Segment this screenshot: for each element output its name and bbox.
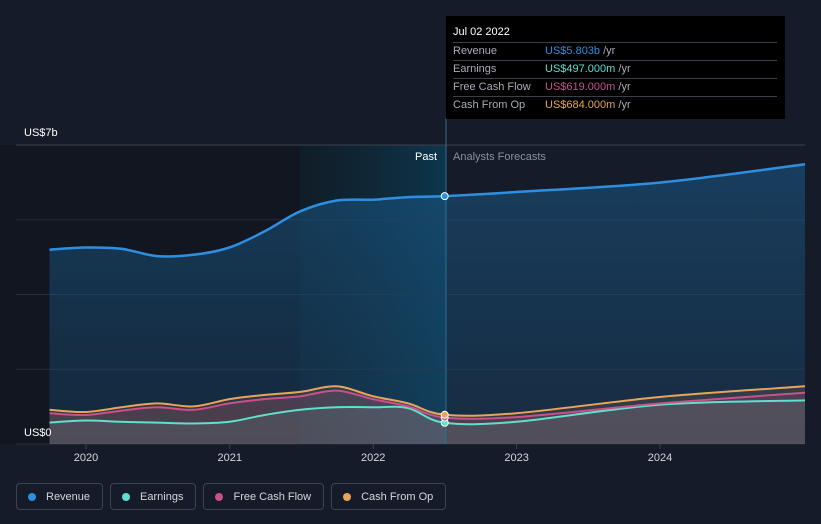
- legend-label: Cash From Op: [361, 490, 434, 503]
- tooltip-unit: /yr: [600, 45, 616, 57]
- tooltip-value: US$497.000m: [545, 63, 616, 75]
- legend-label: Revenue: [46, 490, 91, 503]
- tooltip-label: Revenue: [453, 45, 498, 57]
- past-label: Past: [415, 151, 437, 163]
- revenue-marker: [440, 192, 449, 201]
- tooltip-row-revenue: Revenue US$5.803b /yr: [453, 42, 777, 60]
- y-axis-zero-label: US$0: [24, 427, 52, 439]
- forecast-label: Analysts Forecasts: [453, 151, 546, 163]
- legend-dot: [215, 492, 224, 501]
- legend-label: Free Cash Flow: [233, 490, 312, 503]
- tooltip-label: Earnings: [453, 63, 497, 75]
- x-tick-label: 2022: [361, 452, 385, 464]
- tooltip-value: US$684.000m: [545, 99, 616, 111]
- revenue-line: [49, 162, 806, 258]
- y-axis-top-label: US$7b: [24, 127, 58, 139]
- revenue-area: [49, 164, 805, 444]
- tooltip-label: Cash From Op: [453, 99, 526, 111]
- tooltip-value: US$619.000m: [545, 81, 616, 93]
- cash-from-op-marker: [440, 410, 449, 419]
- chart-legend: Revenue Earnings Free Cash Flow Cash Fro…: [16, 483, 447, 510]
- legend-dot: [28, 492, 36, 501]
- x-tick-label: 2024: [648, 452, 672, 464]
- tooltip-value: US$5.803b: [545, 45, 601, 57]
- cash-from-op-area: [49, 386, 805, 444]
- tooltip-row-cash-from-op: Cash From Op US$684.000m /yr: [453, 96, 777, 114]
- tooltip-unit: /yr: [615, 63, 631, 75]
- legend-dot: [343, 492, 352, 501]
- x-tick-label: 2021: [218, 452, 242, 464]
- legend-label: Earnings: [140, 490, 184, 503]
- free-cash-flow-line: [49, 389, 806, 420]
- x-tick-label: 2023: [504, 452, 528, 464]
- earnings-line: [49, 399, 806, 426]
- x-tick-label: 2020: [74, 452, 98, 464]
- tooltip-label: Free Cash Flow: [453, 81, 531, 93]
- earnings-area: [49, 400, 805, 444]
- legend-item-free-cash-flow[interactable]: Free Cash Flow: [203, 483, 325, 510]
- tooltip-row-earnings: Earnings US$497.000m /yr: [453, 60, 777, 78]
- legend-dot: [122, 492, 131, 501]
- legend-item-revenue[interactable]: Revenue: [16, 483, 104, 510]
- tooltip-row-free-cash-flow: Free Cash Flow US$619.000m /yr: [453, 78, 777, 96]
- legend-item-cash-from-op[interactable]: Cash From Op: [331, 483, 447, 510]
- tooltip: Jul 02 2022 Revenue US$5.803b /yr Earnin…: [446, 16, 785, 119]
- tooltip-unit: /yr: [615, 81, 631, 93]
- tooltip-unit: /yr: [615, 99, 631, 111]
- cash-from-op-line: [49, 385, 806, 417]
- tooltip-date: Jul 02 2022: [453, 26, 510, 38]
- legend-item-earnings[interactable]: Earnings: [110, 483, 197, 510]
